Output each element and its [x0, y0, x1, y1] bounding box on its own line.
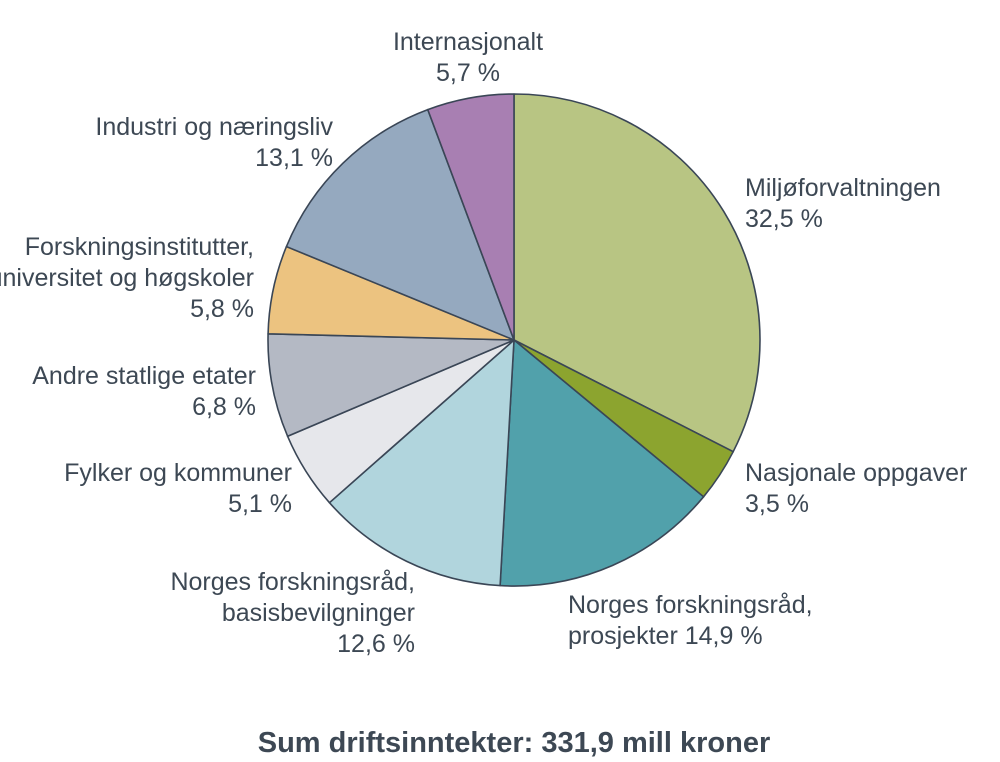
slice-label-line: 5,7 % — [436, 59, 500, 87]
slice-label-line: Internasjonalt — [393, 28, 543, 56]
slice-label-line: 12,6 % — [337, 630, 415, 658]
pie-slice — [513, 93, 761, 453]
slice-label-line: Miljøforvaltningen — [745, 174, 941, 202]
pie-slices — [267, 93, 761, 587]
slice-label-line: Fylker og kommuner — [64, 459, 292, 487]
slice-label-line: 3,5 % — [745, 490, 809, 518]
slice-label: Norges forskningsråd, basisbevilgninger 12… — [170, 568, 415, 658]
slice-label: Fylker og kommuner 5,1 % — [64, 459, 292, 518]
slice-label-line: 13,1 % — [255, 144, 333, 172]
slice-label: Nasjonale oppgaver 3,5 % — [745, 459, 967, 518]
slice-label: Forskningsinstitutter, universitet og høg… — [0, 233, 254, 323]
pie-labels: Miljøforvaltningen 32,5 % Nasjonale oppgav… — [0, 28, 967, 658]
pie-slice — [499, 339, 705, 587]
slice-label-line: basisbevilgninger — [222, 599, 415, 627]
slice-label-line: Norges forskningsråd, — [170, 568, 415, 596]
pie-slice — [426, 93, 515, 341]
slice-label-line: Andre statlige etater — [32, 362, 256, 390]
slice-label: Andre statlige etater 6,8 % — [32, 362, 256, 421]
slice-label-line: Industri og næringsliv — [95, 113, 333, 141]
slice-label-line: Nasjonale oppgaver — [745, 459, 967, 487]
slice-label-line: 5,8 % — [190, 295, 254, 323]
slice-label: Internasjonalt 5,7 % — [393, 28, 543, 87]
slice-label-line: 6,8 % — [192, 393, 256, 421]
slice-label: Norges forskningsråd, prosjekter 14,9 % — [568, 591, 813, 650]
slice-label: Industri og næringsliv 13,1 % — [95, 113, 333, 172]
pie-slice — [285, 108, 515, 341]
total-label: Sum driftsinntekter: 331,9 mill kroner — [258, 727, 770, 759]
slice-label-line: 5,1 % — [228, 490, 292, 518]
slice-label-line: universitet og høgskoler — [0, 264, 254, 292]
slice-label-line: Forskningsinstitutter, — [25, 233, 254, 261]
slice-label-line: prosjekter 14,9 % — [568, 622, 763, 650]
slice-label-line: 32,5 % — [745, 205, 823, 233]
pie-slice — [267, 333, 515, 438]
slice-label-line: Norges forskningsråd, — [568, 591, 813, 619]
slice-label: Miljøforvaltningen 32,5 % — [745, 174, 941, 233]
pie-slice — [328, 339, 515, 587]
